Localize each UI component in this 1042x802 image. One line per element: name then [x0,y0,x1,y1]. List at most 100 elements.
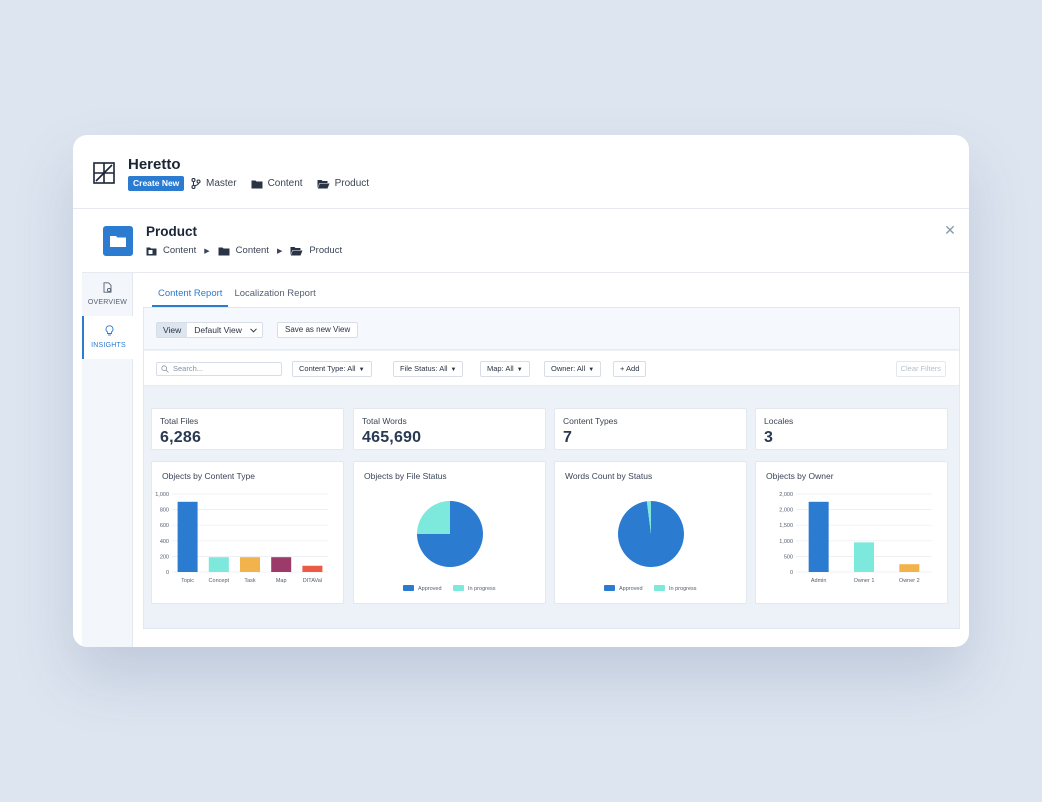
legend-swatch [403,585,414,591]
lightbulb-icon [105,325,114,336]
chart-title: Objects by Owner [766,471,834,481]
y-tick-label: 600 [160,523,169,529]
breadcrumb-content[interactable]: Content [251,178,303,189]
x-tick-label: Concept [209,578,230,584]
sidebar-item-overview[interactable]: OVERVIEW [82,273,133,316]
breadcrumb-label: Product [334,178,370,189]
bar[interactable] [240,557,260,572]
view-bar: View Default View Save as new View [144,308,959,350]
bar[interactable] [302,565,323,572]
stat-value: 3 [764,429,774,446]
breadcrumb-master[interactable]: Master [191,178,237,189]
view-dropdown[interactable]: Default View [187,323,262,337]
y-tick-label: 1,000 [779,539,793,545]
create-new-button[interactable]: Create New [128,176,185,191]
filter-value: All [576,364,586,373]
legend-label: Approved [619,586,643,592]
folder-icon [103,226,133,256]
filter-value: All [505,364,514,373]
stat-card-total-words: Total Words 465,690 [353,408,546,450]
y-tick-label: 500 [784,554,793,560]
panel-crumb-product[interactable]: Product [309,245,343,256]
panel-breadcrumb: Content ▶ Content ▶ Product [146,245,342,256]
x-tick-label: Owner 2 [899,578,920,584]
search-input[interactable]: Search... [156,362,282,376]
panel-crumb-content-2[interactable]: Content [235,245,269,256]
breadcrumb-product[interactable]: Product [317,178,369,189]
folder-open-icon [317,179,330,188]
clear-filters-button[interactable]: Clear Filters [895,361,946,377]
y-tick-label: 200 [160,554,169,560]
sidebar-item-insights[interactable]: INSIGHTS [82,316,133,359]
filter-label: File Status: [400,364,438,373]
bar[interactable] [854,542,874,572]
filter-value: All [347,364,356,373]
pie-slice[interactable] [417,501,450,534]
filter-value: All [439,364,448,373]
chart-title: Words Count by Status [565,471,653,481]
bar[interactable] [808,501,829,572]
panel-title: Product [146,224,198,239]
x-tick-label: Owner 1 [854,578,875,584]
breadcrumb-label: Master [206,178,237,189]
view-selector[interactable]: View Default View [156,322,263,338]
filter-content-type[interactable]: Content Type: All ▼ [292,361,372,377]
stat-card-total-files: Total Files 6,286 [151,408,344,450]
close-icon[interactable]: ✕ [944,222,956,238]
legend-label: Approved [418,586,442,592]
folder-icon [218,247,230,255]
y-tick-label: 400 [160,539,169,545]
breadcrumb-label: Content [267,178,303,189]
panel-header: Product Content ▶ Content ▶ Product ✕ [82,209,969,273]
bar[interactable] [177,501,198,572]
branch-icon [191,178,201,189]
x-tick-label: Task [244,578,256,584]
chart-title: Objects by Content Type [162,471,255,481]
stat-card-locales: Locales 3 [755,408,948,450]
caret-right-icon: ▶ [204,247,210,255]
legend-swatch [604,585,615,591]
top-breadcrumb: Master Content Product [191,176,369,191]
stat-label: Locales [764,416,794,426]
view-value: Default View [194,325,242,335]
filter-map[interactable]: Map: All ▼ [480,361,530,377]
search-placeholder: Search... [173,364,204,373]
filter-label: Map: [487,364,504,373]
stat-label: Content Types [563,416,618,426]
pie-chart-file-status: Approved In progress [403,501,496,592]
tab-localization-report[interactable]: Localization Report [234,288,316,299]
x-tick-label: DITAVal [303,578,322,584]
caret-right-icon: ▶ [276,247,283,255]
heretto-logo-icon [93,162,115,184]
tab-content-report[interactable]: Content Report [152,288,229,307]
bar[interactable] [208,557,229,572]
document-gear-icon [103,282,112,293]
x-tick-label: Admin [811,578,827,584]
chart-card-words-status: Words Count by Status Approved In progres… [554,461,747,604]
filter-owner[interactable]: Owner: All ▼ [544,361,602,377]
pie-slice[interactable] [646,501,651,534]
bar-chart-owner: 2,000 2,000 1,500 1,000 500 0 Admin Owner 1 Owne… [779,492,932,584]
filter-file-status[interactable]: File Status: All ▼ [393,361,464,377]
caret-down-icon: ▼ [450,367,457,373]
y-tick-label: 2,000 [779,492,793,498]
legend-swatch [654,585,665,591]
chart-card-owner: Objects by Owner 2,000 2,000 1,500 1,000 500… [755,461,948,604]
left-sidebar: OVERVIEW INSIGHTS [82,273,133,647]
filter-label: Owner: [551,364,576,373]
stat-label: Total Words [362,416,407,426]
bar[interactable] [899,564,920,572]
folder-open-icon [290,246,303,255]
chart-card-file-status: Objects by File Status Approved In progre… [353,461,546,604]
y-tick-label: 2,000 [779,508,793,514]
save-view-button[interactable]: Save as new View [277,322,359,338]
bar[interactable] [271,557,292,572]
sidebar-label: INSIGHTS [91,342,126,349]
caret-down-icon: ▼ [588,367,595,373]
chart-title: Objects by File Status [364,471,447,481]
filter-label: Content Type: [299,364,346,373]
panel-crumb-content[interactable]: Content [163,245,197,256]
stat-card-content-types: Content Types 7 [554,408,747,450]
add-filter-button[interactable]: + Add [613,361,647,377]
y-tick-label: 1,500 [779,523,793,529]
